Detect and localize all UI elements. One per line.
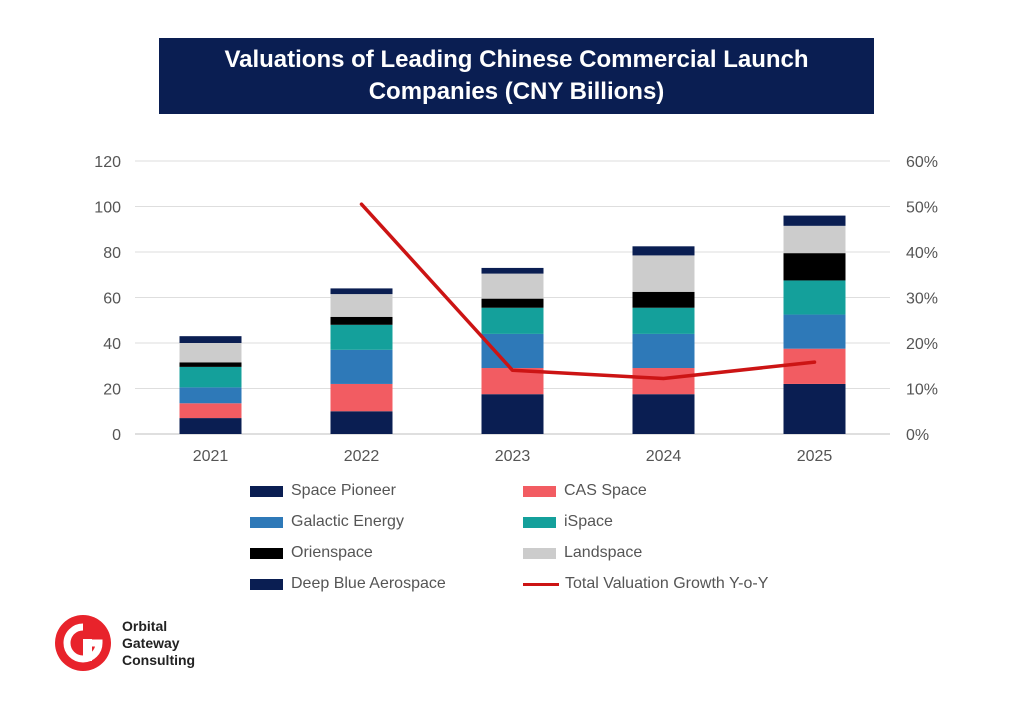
legend-item-orienspace: Orienspace bbox=[250, 542, 373, 564]
bar-landspace-2022 bbox=[330, 294, 393, 317]
legend-swatch-cas-space bbox=[523, 485, 556, 497]
bar-galactic-energy-2022 bbox=[330, 349, 393, 384]
chart-title-box: Valuations of Leading Chinese Commercial… bbox=[159, 38, 874, 114]
bar-ispace-2025 bbox=[783, 280, 846, 315]
bar-landspace-2024 bbox=[632, 255, 695, 292]
bar-deep-blue-aerospace-2021 bbox=[179, 336, 242, 343]
legend-swatch-galactic-energy bbox=[250, 516, 283, 528]
x-tick-label: 2024 bbox=[646, 448, 682, 465]
y-right-tick-label: 30% bbox=[906, 291, 938, 308]
bar-space-pioneer-2022 bbox=[330, 411, 393, 434]
legend-item-galactic-energy: Galactic Energy bbox=[250, 511, 404, 533]
bar-cas-space-2021 bbox=[179, 403, 242, 419]
legend-label-ispace: iSpace bbox=[564, 513, 613, 530]
y-right-tick-label: 0% bbox=[906, 427, 929, 444]
y-left-tick-label: 0 bbox=[112, 427, 121, 444]
bar-landspace-2023 bbox=[481, 273, 544, 299]
chart-title: Valuations of Leading Chinese Commercial… bbox=[224, 46, 809, 105]
y-left-tick-label: 40 bbox=[103, 336, 121, 353]
bar-cas-space-2025 bbox=[783, 348, 846, 384]
company-logo: Orbital Gateway Consulting bbox=[54, 614, 195, 672]
legend-label-deep-blue-aerospace: Deep Blue Aerospace bbox=[291, 575, 446, 592]
logo-line-1: Orbital bbox=[122, 617, 168, 634]
y-left-tick-label: 60 bbox=[103, 291, 121, 308]
bar-landspace-2021 bbox=[179, 343, 242, 363]
y-left-tick-label: 100 bbox=[94, 200, 121, 217]
y-right-tick-label: 50% bbox=[906, 200, 938, 217]
bar-ispace-2023 bbox=[481, 307, 544, 334]
legend-item-space-pioneer: Space Pioneer bbox=[250, 480, 396, 502]
bar-orienspace-2021 bbox=[179, 362, 242, 367]
bar-orienspace-2024 bbox=[632, 291, 695, 308]
legend-label-orienspace: Orienspace bbox=[291, 544, 373, 561]
bar-galactic-energy-2025 bbox=[783, 314, 846, 349]
logo-line-2: Gateway bbox=[122, 634, 180, 651]
y-right-tick-label: 10% bbox=[906, 382, 938, 399]
bar-space-pioneer-2021 bbox=[179, 418, 242, 434]
legend-swatch-ispace bbox=[523, 516, 556, 528]
legend-item-ispace: iSpace bbox=[523, 511, 613, 533]
y-left-tick-label: 80 bbox=[103, 245, 121, 262]
bar-deep-blue-aerospace-2023 bbox=[481, 267, 544, 274]
bar-orienspace-2025 bbox=[783, 253, 846, 281]
legend-swatch-landspace bbox=[523, 547, 556, 559]
legend-swatch-space-pioneer bbox=[250, 485, 283, 497]
bar-cas-space-2022 bbox=[330, 383, 393, 412]
bar-space-pioneer-2025 bbox=[783, 383, 846, 434]
bar-landspace-2025 bbox=[783, 225, 846, 254]
bar-galactic-energy-2024 bbox=[632, 333, 695, 369]
bar-cas-space-2024 bbox=[632, 368, 695, 395]
bar-galactic-energy-2023 bbox=[481, 333, 544, 369]
x-tick-label: 2021 bbox=[193, 448, 229, 465]
legend-label-growth-line: Total Valuation Growth Y-o-Y bbox=[565, 575, 769, 592]
legend-item-deep-blue-aerospace: Deep Blue Aerospace bbox=[250, 573, 446, 595]
y-left-tick-label: 20 bbox=[103, 382, 121, 399]
legend-label-space-pioneer: Space Pioneer bbox=[291, 482, 396, 499]
bar-space-pioneer-2024 bbox=[632, 394, 695, 434]
bar-space-pioneer-2023 bbox=[481, 394, 544, 434]
bar-ispace-2022 bbox=[330, 324, 393, 350]
bar-deep-blue-aerospace-2025 bbox=[783, 215, 846, 226]
legend-label-landspace: Landspace bbox=[564, 544, 643, 561]
x-tick-label: 2022 bbox=[344, 448, 380, 465]
logo-wordmark: Orbital Gateway Consulting bbox=[122, 618, 195, 669]
bar-orienspace-2022 bbox=[330, 316, 393, 325]
growth-line bbox=[359, 202, 817, 381]
bar-ispace-2024 bbox=[632, 307, 695, 334]
y-right-tick-label: 20% bbox=[906, 336, 938, 353]
logo-icon bbox=[55, 615, 111, 671]
x-tick-label: 2023 bbox=[495, 448, 531, 465]
x-tick-label: 2025 bbox=[797, 448, 833, 465]
bar-galactic-energy-2021 bbox=[179, 387, 242, 404]
logo-line-3: Consulting bbox=[122, 651, 196, 668]
legend-label-galactic-energy: Galactic Energy bbox=[291, 513, 404, 530]
legend-item-growth-line: Total Valuation Growth Y-o-Y bbox=[523, 573, 768, 595]
legend-swatch-growth-line bbox=[523, 582, 559, 586]
y-right-tick-label: 40% bbox=[906, 245, 938, 262]
legend-label-cas-space: CAS Space bbox=[564, 482, 647, 499]
bar-orienspace-2023 bbox=[481, 298, 544, 308]
bar-deep-blue-aerospace-2022 bbox=[330, 288, 393, 295]
legend-item-cas-space: CAS Space bbox=[523, 480, 647, 502]
legend-swatch-deep-blue-aerospace bbox=[250, 578, 283, 590]
legend-item-landspace: Landspace bbox=[523, 542, 642, 564]
legend-swatch-orienspace bbox=[250, 547, 283, 559]
bar-deep-blue-aerospace-2024 bbox=[632, 246, 695, 256]
y-right-tick-label: 60% bbox=[906, 154, 938, 171]
bar-ispace-2021 bbox=[179, 366, 242, 388]
y-left-tick-label: 120 bbox=[94, 154, 121, 171]
